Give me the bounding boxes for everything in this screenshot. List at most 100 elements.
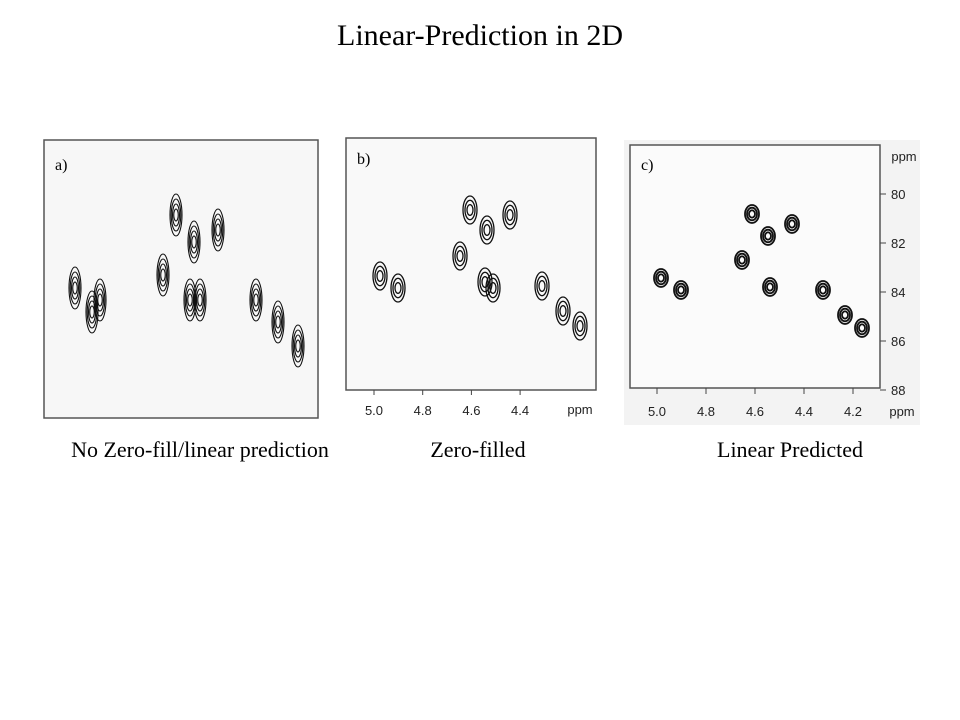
contour (477, 267, 493, 297)
x-tick-label: 4.8 (697, 404, 715, 419)
contour (677, 285, 685, 295)
contour (483, 224, 491, 236)
y-tick-label: 82 (891, 236, 905, 251)
contour (489, 282, 497, 294)
contour (68, 266, 82, 310)
contour (160, 268, 166, 282)
contour (736, 252, 748, 268)
contour (657, 273, 665, 283)
contour (764, 231, 772, 241)
contour (734, 250, 750, 270)
contour (479, 271, 491, 293)
x-tick-label: 4.6 (462, 403, 480, 418)
contour (536, 275, 548, 297)
contour (295, 339, 301, 353)
contour (171, 203, 181, 227)
panel-caption: Zero-filled (430, 437, 525, 462)
contour (95, 288, 105, 312)
contour (841, 310, 849, 320)
x-tick-label: 5.0 (648, 404, 666, 419)
x-tick-label: 4.6 (746, 404, 764, 419)
contour (788, 219, 796, 229)
contour (374, 265, 386, 287)
contour (744, 204, 760, 224)
contour (249, 278, 263, 322)
contour (272, 305, 284, 339)
contour (464, 199, 476, 221)
contour (456, 250, 464, 262)
contour (555, 296, 571, 326)
contour (191, 235, 197, 249)
slide-title: Linear-Prediction in 2D (337, 19, 623, 52)
panel-caption: No Zero-fill/linear prediction (71, 437, 329, 462)
x-tick-label: 5.0 (365, 403, 383, 418)
contour (93, 278, 107, 322)
contour (653, 268, 669, 288)
panel-frame (43, 139, 319, 419)
contour (854, 318, 870, 338)
contour (481, 219, 493, 241)
contour (293, 334, 303, 358)
contour (766, 282, 774, 292)
contour (70, 276, 80, 300)
contour (390, 273, 406, 303)
x-tick-label: 4.8 (414, 403, 432, 418)
contour (392, 277, 404, 299)
contour (559, 305, 567, 317)
panel-frame (629, 144, 881, 389)
contour (574, 315, 586, 337)
contour (479, 215, 495, 245)
contour (271, 300, 285, 344)
contour (784, 214, 800, 234)
contour (170, 198, 182, 232)
contour (169, 193, 183, 237)
contour (762, 277, 778, 297)
contour (746, 206, 758, 222)
contour (275, 315, 281, 329)
contour (187, 220, 201, 264)
y-tick-label: 84 (891, 285, 905, 300)
panel-label: c) (641, 157, 653, 174)
contour (454, 245, 466, 267)
contour (675, 282, 687, 298)
contour (251, 288, 261, 312)
contour (762, 228, 774, 244)
contour (764, 279, 776, 295)
contour (504, 204, 516, 226)
contour (372, 261, 388, 291)
contour (173, 208, 179, 222)
contour (212, 213, 224, 247)
contour (815, 280, 831, 300)
contour (576, 320, 584, 332)
contour (85, 290, 99, 334)
panel-label: b) (357, 151, 370, 168)
contour (673, 280, 689, 300)
spectra: 5.0 4.8 4.6 4.4 5.0 4.8 4.6 4.4 4.2 80 82 84 86 88 (68, 187, 905, 419)
contour (738, 255, 746, 265)
contour (215, 223, 221, 237)
contour (188, 225, 200, 259)
x-axis-unit: ppm (567, 402, 592, 417)
contour (506, 209, 514, 221)
contour (819, 285, 827, 295)
contour (376, 270, 384, 282)
contour (485, 273, 501, 303)
contour (158, 263, 168, 287)
contour (157, 258, 169, 292)
x-tick-label: 4.2 (844, 404, 862, 419)
contour (69, 271, 81, 305)
panel-caption: Linear Predicted (717, 437, 863, 462)
y-axis-unit: ppm (891, 149, 916, 164)
contour (213, 218, 223, 242)
y-tick-label: 86 (891, 334, 905, 349)
contour (817, 282, 829, 298)
panel-label: a) (55, 157, 67, 174)
contour (538, 280, 546, 292)
contour (194, 283, 206, 317)
contour (748, 209, 756, 219)
contour (72, 281, 78, 295)
contour (97, 293, 103, 307)
contour (253, 293, 259, 307)
contour (572, 311, 588, 341)
contour (291, 324, 305, 368)
